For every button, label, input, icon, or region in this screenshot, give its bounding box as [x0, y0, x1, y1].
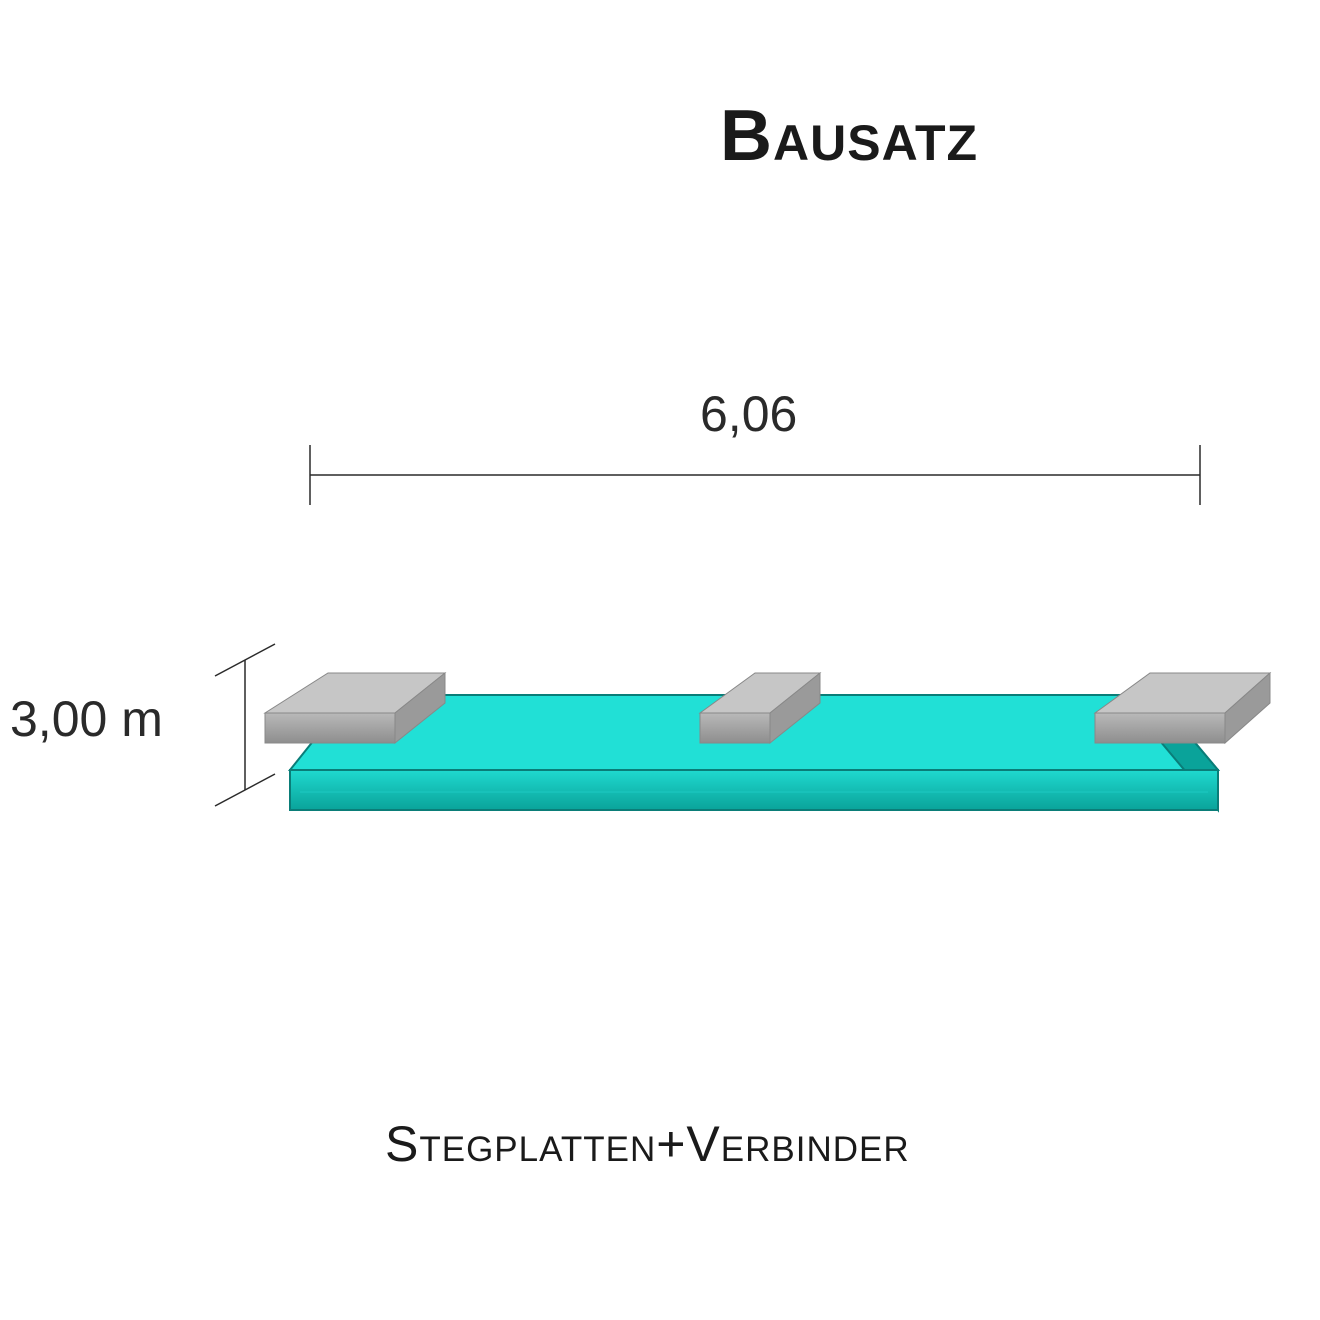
connector-1-front [700, 713, 770, 743]
connector-2-front [1095, 713, 1225, 743]
panel-front [290, 770, 1218, 810]
panel-diagram [0, 0, 1320, 1320]
connector-0-front [265, 713, 395, 743]
